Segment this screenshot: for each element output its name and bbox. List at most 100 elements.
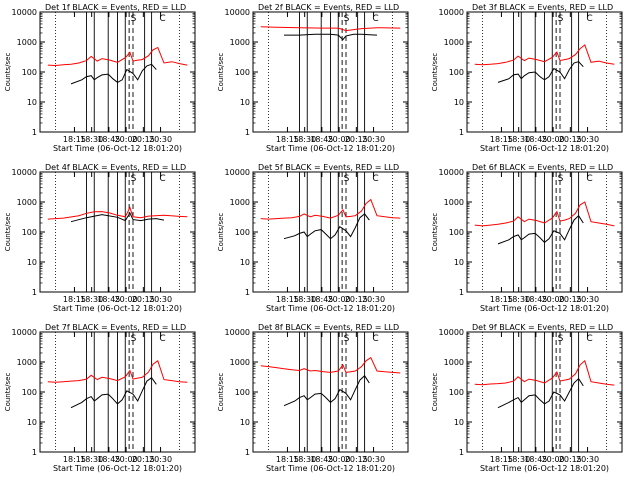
x-tick-label: 20:30	[149, 295, 172, 304]
y-tick-label: 1000	[17, 198, 37, 207]
y-tick-label: 100	[235, 228, 250, 237]
x-tick-label: 20:00	[328, 295, 351, 304]
x-tick-label: 18:15	[276, 135, 299, 144]
y-tick-label: 100	[22, 228, 37, 237]
x-tick-label: 20:15	[132, 455, 155, 464]
y-tick-label: 100	[449, 68, 464, 77]
x-tick-label: 20:00	[115, 295, 138, 304]
panel-1: Det 1f BLACK = Events, RED = LLD S C 1 10 100…	[4, 3, 196, 153]
x-axis-title: Start Time (06-Oct-12 18:01:20)	[266, 144, 395, 153]
x-tick-label: 18:15	[276, 295, 299, 304]
y-tick-label: 10	[240, 98, 250, 107]
x-tick-label: 18:15	[276, 455, 299, 464]
marker-annotation: S	[131, 334, 137, 344]
panel-title: Det 2f BLACK = Events, RED = LLD	[258, 3, 399, 12]
y-tick-label: 1000	[17, 38, 37, 47]
y-tick-label: 10	[454, 258, 464, 267]
y-tick-label: 10000	[439, 8, 464, 17]
lld-series-line	[47, 360, 188, 383]
x-axis-title: Start Time (06-Oct-12 18:01:20)	[266, 464, 395, 473]
x-tick-label: 18:15	[63, 455, 86, 464]
events-series-line	[70, 63, 157, 85]
y-axis-title: Counts/sec	[217, 373, 225, 412]
x-tick-label: 20:15	[345, 135, 368, 144]
y-tick-label: 1000	[444, 198, 464, 207]
panel-title: Det 5f BLACK = Events, RED = LLD	[258, 163, 399, 172]
marker-annotation: C	[159, 174, 165, 184]
marker-annotation: C	[372, 174, 378, 184]
marker-annotation: S	[344, 334, 350, 344]
x-tick-label: 20:00	[115, 135, 138, 144]
x-tick-label: 18:30	[507, 455, 530, 464]
x-tick-label: 20:15	[559, 135, 582, 144]
y-axis-title: Counts/sec	[217, 213, 225, 252]
y-tick-label: 10	[27, 98, 37, 107]
y-tick-label: 100	[449, 228, 464, 237]
marker-annotation: S	[558, 174, 564, 184]
x-tick-label: 20:15	[345, 295, 368, 304]
events-series-line	[497, 214, 584, 245]
y-tick-label: 10	[240, 258, 250, 267]
x-tick-label: 20:00	[542, 295, 565, 304]
y-tick-label: 10	[454, 98, 464, 107]
x-tick-label: 20:00	[542, 455, 565, 464]
events-series-line	[497, 61, 584, 83]
lld-series-line	[260, 356, 401, 374]
lld-series-line	[474, 359, 615, 386]
x-tick-label: 18:45	[97, 295, 120, 304]
x-tick-label: 18:30	[293, 135, 316, 144]
y-tick-label: 1	[459, 288, 464, 297]
x-tick-label: 18:30	[80, 135, 103, 144]
y-tick-label: 1000	[230, 38, 250, 47]
panel-3: Det 3f BLACK = Events, RED = LLD S C 1 10 100…	[431, 3, 623, 153]
x-tick-label: 18:30	[507, 135, 530, 144]
x-tick-label: 20:00	[328, 135, 351, 144]
marker-annotation: S	[344, 174, 350, 184]
y-tick-label: 10000	[439, 168, 464, 177]
events-series-line	[70, 376, 157, 409]
panel-9: Det 9f BLACK = Events, RED = LLD S C 1 10 100…	[431, 323, 623, 473]
x-tick-label: 18:45	[310, 135, 333, 144]
x-axis-title: Start Time (06-Oct-12 18:01:20)	[53, 304, 182, 313]
x-tick-label: 18:45	[524, 295, 547, 304]
y-tick-label: 10	[240, 418, 250, 427]
y-axis-title: Counts/sec	[217, 53, 225, 92]
y-tick-label: 10000	[225, 168, 250, 177]
marker-annotation: C	[586, 14, 592, 24]
x-tick-label: 18:30	[293, 455, 316, 464]
x-tick-label: 20:15	[345, 455, 368, 464]
marker-annotation: C	[372, 14, 378, 24]
events-series-line	[70, 211, 165, 223]
x-tick-label: 20:00	[115, 455, 138, 464]
y-tick-label: 100	[235, 388, 250, 397]
marker-annotation: S	[131, 14, 137, 24]
y-axis-title: Counts/sec	[431, 53, 439, 92]
y-tick-label: 100	[449, 388, 464, 397]
y-tick-label: 10000	[439, 328, 464, 337]
marker-annotation: C	[586, 174, 592, 184]
x-tick-label: 18:45	[524, 455, 547, 464]
y-tick-label: 10	[27, 418, 37, 427]
y-tick-label: 1	[32, 128, 37, 137]
marker-annotation: C	[586, 334, 592, 344]
y-tick-label: 10000	[12, 168, 37, 177]
panel-title: Det 8f BLACK = Events, RED = LLD	[258, 323, 399, 332]
panel-title: Det 9f BLACK = Events, RED = LLD	[472, 323, 613, 332]
marker-annotation: S	[558, 14, 564, 24]
y-tick-label: 1000	[17, 358, 37, 367]
x-tick-label: 18:30	[507, 295, 530, 304]
y-tick-label: 1000	[444, 358, 464, 367]
x-tick-label: 20:30	[362, 295, 385, 304]
y-axis-title: Counts/sec	[4, 373, 12, 412]
lld-series-line	[47, 206, 188, 220]
y-axis-title: Counts/sec	[431, 213, 439, 252]
x-axis-title: Start Time (06-Oct-12 18:01:20)	[480, 304, 609, 313]
events-series-line	[284, 33, 378, 41]
x-tick-label: 18:45	[310, 295, 333, 304]
marker-annotation: C	[159, 14, 165, 24]
x-tick-label: 18:45	[97, 135, 120, 144]
panel-title: Det 4f BLACK = Events, RED = LLD	[45, 163, 186, 172]
y-tick-label: 1	[32, 448, 37, 457]
y-tick-label: 1000	[230, 358, 250, 367]
